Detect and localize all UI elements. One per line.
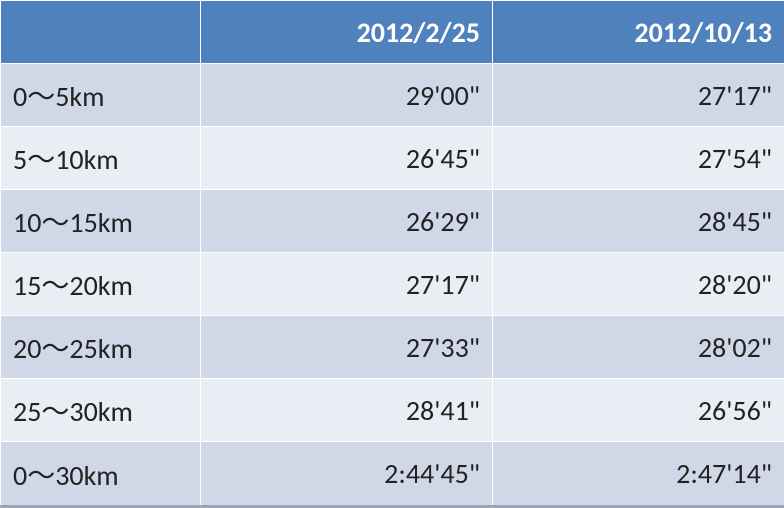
row-label: 0～5km: [1, 64, 201, 127]
row-value-2: 28'45": [493, 190, 784, 253]
row-label: 0～30km: [1, 442, 201, 507]
split-times-table: 2012/2/25 2012/10/13 0～5km 29'00" 27'17"…: [0, 0, 784, 508]
row-label: 5～10km: [1, 127, 201, 190]
row-value-1: 27'33": [201, 316, 493, 379]
table-header-row: 2012/2/25 2012/10/13: [1, 1, 784, 64]
row-value-1: 26'29": [201, 190, 493, 253]
row-label: 20～25km: [1, 316, 201, 379]
header-date-1: 2012/2/25: [201, 1, 493, 64]
row-value-1: 26'45": [201, 127, 493, 190]
table-row: 0～5km 29'00" 27'17": [1, 64, 784, 127]
row-value-2: 2:47'14": [493, 442, 784, 507]
header-date-2: 2012/10/13: [493, 1, 784, 64]
table-row: 10～15km 26'29" 28'45": [1, 190, 784, 253]
row-label: 15～20km: [1, 253, 201, 316]
row-label: 25～30km: [1, 379, 201, 442]
row-value-2: 27'54": [493, 127, 784, 190]
row-label: 10～15km: [1, 190, 201, 253]
table-row: 5～10km 26'45" 27'54": [1, 127, 784, 190]
row-value-2: 28'20": [493, 253, 784, 316]
row-value-2: 27'17": [493, 64, 784, 127]
table-row: 0～30km 2:44'45" 2:47'14": [1, 442, 784, 507]
header-corner: [1, 1, 201, 64]
table-row: 15～20km 27'17" 28'20": [1, 253, 784, 316]
row-value-2: 28'02": [493, 316, 784, 379]
row-value-2: 26'56": [493, 379, 784, 442]
table-row: 20～25km 27'33" 28'02": [1, 316, 784, 379]
row-value-1: 27'17": [201, 253, 493, 316]
row-value-1: 2:44'45": [201, 442, 493, 507]
row-value-1: 28'41": [201, 379, 493, 442]
row-value-1: 29'00": [201, 64, 493, 127]
table-row: 25～30km 28'41" 26'56": [1, 379, 784, 442]
